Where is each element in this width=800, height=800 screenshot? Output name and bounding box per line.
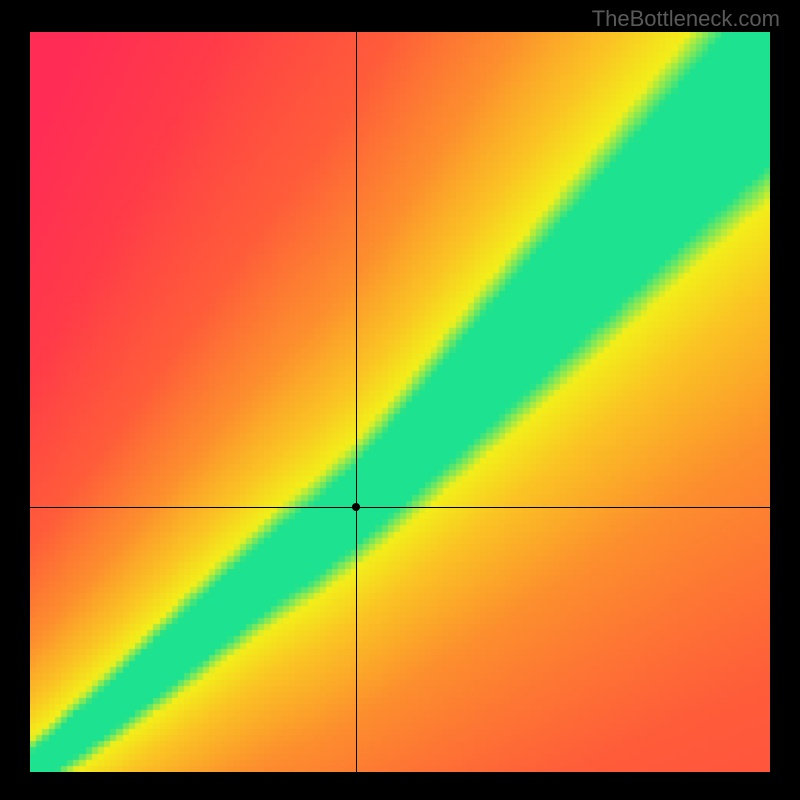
crosshair-horizontal bbox=[30, 507, 770, 508]
crosshair-dot bbox=[352, 503, 360, 511]
plot-area bbox=[30, 32, 770, 772]
watermark-text: TheBottleneck.com bbox=[592, 6, 780, 32]
crosshair-vertical bbox=[356, 32, 357, 772]
chart-container: TheBottleneck.com bbox=[0, 0, 800, 800]
heatmap-canvas bbox=[30, 32, 770, 772]
